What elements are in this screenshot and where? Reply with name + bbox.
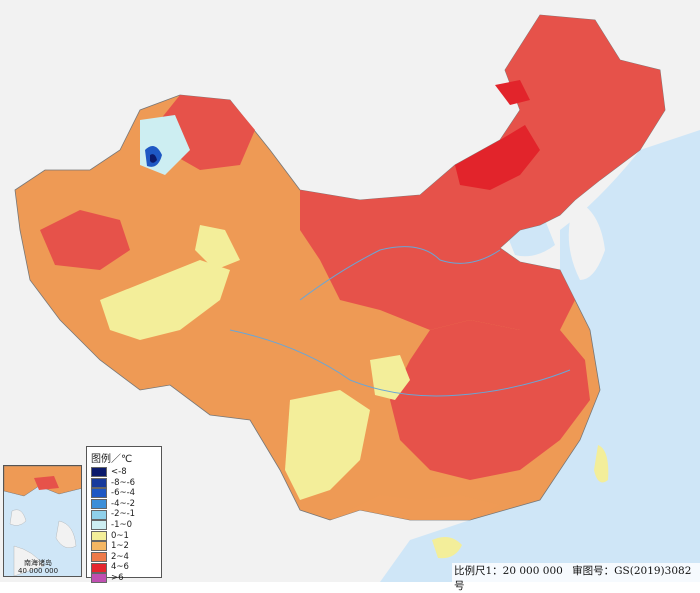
sea-east [380,130,700,582]
legend-label: >6 [111,572,124,583]
legend-swatch [91,562,107,573]
legend-swatch [91,488,107,499]
legend-rows: <-8 -8~-6 -6~-4 -4~-2 -2~-1 -1~0 0~1 1~2 2~4 4~6 >… [91,467,157,584]
map-footer: 比例尺1：20 000 000 审图号：GS(2019)3082号 [452,563,700,593]
legend-label: -6~-4 [111,488,136,499]
yangtze-river-line [229,329,571,397]
legend-row: -6~-4 [91,488,157,499]
south-china-sea-inset: 南海诸岛 40 000 000 [3,465,82,577]
legend-row: -2~-1 [91,509,157,520]
temperature-legend: 图例／℃ <-8 -8~-6 -6~-4 -4~-2 -2~-1 -1~0 0~1 1~2 2~… [86,446,162,584]
xinjiang-cold-core-inner [150,154,157,163]
yellow-river-line [299,246,501,301]
legend-label: -4~-2 [111,498,136,509]
legend-swatch [91,520,107,531]
legend-row: -1~0 [91,520,157,531]
legend-swatch [91,499,107,510]
yunnan-mild-patch [370,355,410,400]
qinghai-mild-patch [195,225,240,270]
south-coast-overlay [330,495,500,520]
scale-text: 比例尺1：20 000 000 [454,565,563,577]
legend-label: <-8 [111,467,127,478]
legend-row: <-8 [91,467,157,478]
xinjiang-west-hot [40,210,130,270]
hulunbuir-hot-core-2 [495,80,530,105]
legend-swatch [91,467,107,478]
legend-label: 1~2 [111,541,129,552]
inset-label: 南海诸岛 40 000 000 [18,559,59,575]
legend-label: 2~4 [111,551,129,562]
legend-label: 4~6 [111,562,129,573]
legend-label: -8~-6 [111,477,136,488]
legend-swatch [91,552,107,563]
korea-land [568,200,605,280]
hainan-island [432,536,462,559]
legend-row: 4~6 [91,562,157,573]
legend-swatch [91,477,107,488]
legend-row: -8~-6 [91,477,157,489]
legend-row: -4~-2 [91,499,157,510]
legend-row: 1~2 [91,541,157,552]
legend-title: 图例／℃ [91,454,133,465]
east-hot-region [390,320,590,480]
tibet-mild-region [100,260,230,340]
legend-row: 2~4 [91,552,157,563]
legend-label: 0~1 [111,530,129,541]
taiwan-island [594,445,609,483]
legend-swatch [91,530,107,541]
legend-label: -1~0 [111,520,133,531]
legend-row: 0~1 [91,530,157,542]
legend-label: -2~-1 [111,509,136,520]
legend-swatch [91,509,107,520]
inset-map [4,466,81,576]
legend-swatch [91,541,107,552]
southwest-mild-region [285,390,370,500]
hulunbuir-hot-core [455,125,540,190]
